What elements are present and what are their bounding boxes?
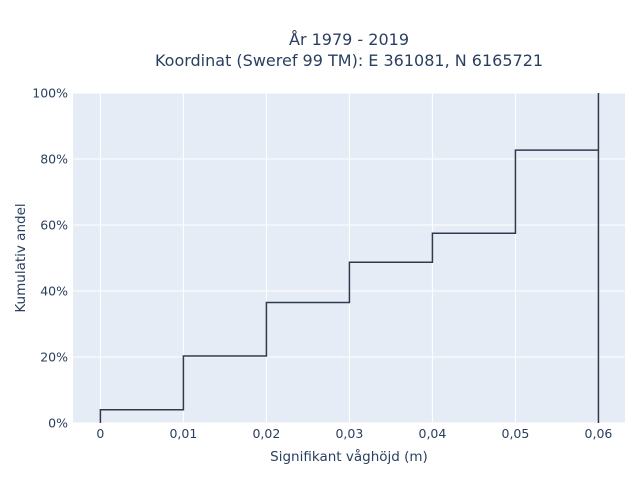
x-tick-label-3: 0,03: [335, 426, 363, 441]
y-tick-label-3: 60%: [40, 218, 68, 233]
y-tick-label-5: 100%: [32, 86, 68, 101]
x-tick-label-5: 0,05: [502, 426, 530, 441]
series-line-0: [99, 93, 600, 423]
x-tick-label-0: 0: [96, 426, 104, 441]
y-tick-label-4: 80%: [40, 152, 68, 167]
x-tick-label-6: 0,06: [585, 426, 613, 441]
chart-title-line-1: År 1979 - 2019: [289, 30, 409, 49]
y-tick-label-1: 20%: [40, 350, 68, 365]
series-group: [99, 93, 600, 423]
x-tick-label-1: 0,01: [169, 426, 197, 441]
y-axis-title: Kumulativ andel: [13, 203, 29, 312]
x-axis-title: Signifikant våghöjd (m): [270, 448, 428, 465]
y-tick-labels: 0% 20% 40% 60% 80% 100%: [32, 86, 68, 431]
x-tick-label-2: 0,02: [252, 426, 280, 441]
chart-title-line-2: Koordinat (Sweref 99 TM): E 361081, N 61…: [155, 51, 543, 70]
y-tick-label-0: 0%: [48, 416, 68, 431]
x-tick-label-4: 0,04: [419, 426, 447, 441]
y-tick-label-2: 40%: [40, 284, 68, 299]
x-tick-labels: 0 0,01 0,02 0,03 0,04 0,05 0,06: [96, 426, 612, 441]
